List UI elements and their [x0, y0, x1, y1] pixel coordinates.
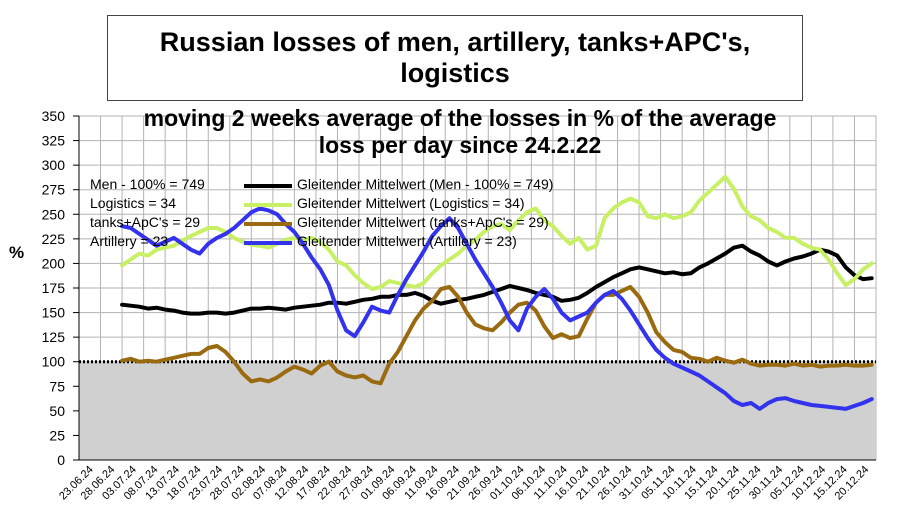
chart-subtitle-line-1: moving 2 weeks average of the losses in …: [143, 105, 777, 131]
y-tick-label: 125: [42, 329, 66, 345]
y-axis-label: %: [9, 243, 25, 262]
y-tick-label: 225: [42, 231, 66, 247]
y-tick-label: 25: [49, 427, 65, 443]
y-tick-label: 100: [42, 354, 66, 370]
y-tick-label: 150: [42, 305, 66, 321]
y-tick-labels: 0 25 50 75 100 125 150 175 200 225 250 275 300 325 350: [42, 108, 79, 468]
y-tick-label: 350: [42, 108, 66, 124]
chart-title-box: Russian losses of men, artillery, tanks+…: [107, 15, 803, 101]
legend-left-logistics: Logistics = 34: [90, 195, 176, 211]
chart-title-line-1: Russian losses of men, artillery, tanks+…: [159, 27, 751, 57]
y-tick-label: 175: [42, 280, 66, 296]
legend-left-men: Men - 100% = 749: [90, 176, 205, 192]
x-tick-labels: 23.06.2428.06.2403.07.2408.07.2413.07.24…: [57, 464, 871, 503]
legend-left-artillery: Artillery = 23: [90, 233, 169, 249]
series-line-0: [120, 243, 874, 316]
y-tick-label: 300: [42, 157, 66, 173]
legend-series-tanks: Gleitender Mittelwert (tanks+ApC's = 29): [297, 214, 549, 230]
legend-series-logistics: Gleitender Mittelwert (Logistics = 34): [297, 195, 525, 211]
chart-subtitle-line-2: loss per day since 24.2.22: [318, 132, 602, 158]
series-line-2: [120, 285, 874, 386]
y-tick-label: 325: [42, 133, 66, 149]
y-tick-label: 275: [42, 182, 66, 198]
legend-series-men: Gleitender Mittelwert (Men - 100% = 749): [297, 176, 554, 192]
legend-left-tanks: tanks+ApC's = 29: [90, 214, 201, 230]
series-line-3: [120, 206, 874, 411]
y-tick-label: 75: [49, 378, 65, 394]
legend-series-artillery: Gleitender Mittelwert (Artillery = 23): [297, 233, 517, 249]
baseline-band: [79, 361, 876, 460]
chart-title-line-2: logistics: [400, 58, 510, 88]
y-tick-label: 50: [49, 403, 65, 419]
legend-swatches: [244, 184, 292, 245]
y-tick-label: 250: [42, 206, 66, 222]
y-tick-label: 200: [42, 255, 66, 271]
y-tick-label: 0: [57, 452, 65, 468]
